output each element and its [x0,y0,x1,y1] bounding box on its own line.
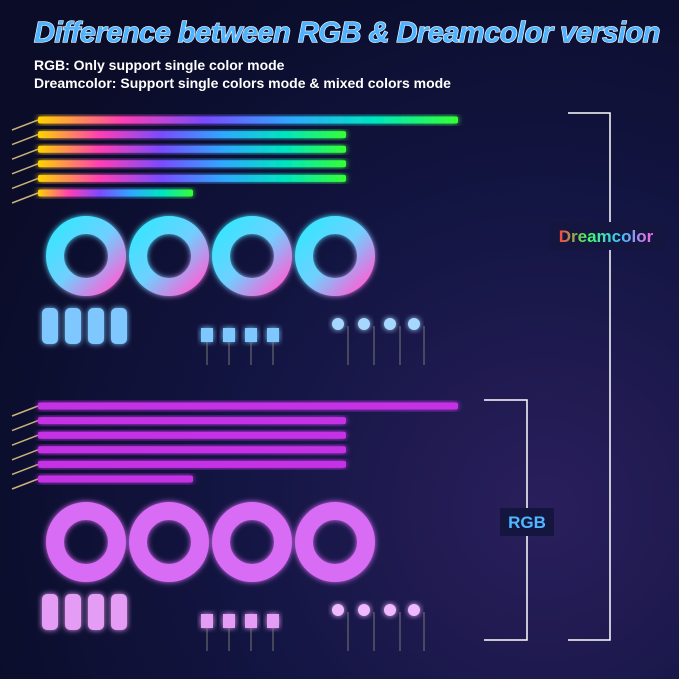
product-art [11,116,458,651]
wire [11,434,39,446]
block-light [201,614,213,628]
round-led [384,604,396,616]
bracket-dreamcolor [568,112,611,641]
wire [11,133,39,146]
cylinder-light [65,308,81,344]
light-ring [295,216,375,296]
block-light [245,614,257,628]
light-strip [38,402,458,410]
cylinder-light [42,594,58,630]
block-light [267,614,279,628]
cylinder-light [111,308,127,344]
wire [11,177,39,190]
round-led [384,318,396,330]
wire [11,449,39,461]
block-light [245,328,257,342]
subtitle-line: RGB: Only support single color mode [34,57,285,73]
subtitle-line: Dreamcolor: Support single colors mode &… [34,75,451,91]
light-ring [129,502,209,582]
wire [11,419,39,432]
title: Difference between RGB & Dreamcolor vers… [34,17,660,49]
cylinder-light [111,594,127,630]
light-strip [38,116,458,124]
light-strip [38,460,346,468]
block-light [223,614,235,628]
label-bg [500,508,554,536]
round-led [332,318,344,330]
light-ring [129,216,209,296]
round-led [358,318,370,330]
round-led [332,604,344,616]
wire [11,119,39,131]
cylinder-light [88,594,104,630]
light-ring [212,502,292,582]
light-ring [295,502,375,582]
light-strip [38,189,193,197]
cylinder-light [88,308,104,344]
light-strip [38,475,193,483]
round-led [358,604,370,616]
light-strip [38,431,346,439]
label-bg [548,222,666,250]
light-ring [46,216,126,296]
round-led [408,604,420,616]
cylinder-light [65,594,81,630]
cylinder-light [42,308,58,344]
wire [11,463,39,476]
wire [11,192,39,204]
round-led [408,318,420,330]
block-light [267,328,279,342]
block-light [223,328,235,342]
label-rgb: RGB [508,513,546,532]
block-light [201,328,213,342]
wire [11,163,39,175]
label-dreamcolor: Dreamcolor [559,227,654,246]
light-strip [38,145,346,153]
light-ring [46,502,126,582]
light-strip [38,174,346,182]
light-strip [38,417,346,425]
light-ring [212,216,292,296]
wire [11,148,39,160]
light-strip [38,131,346,139]
light-strip [38,446,346,454]
wire [11,478,39,490]
light-strip [38,160,346,168]
wire [11,405,39,417]
